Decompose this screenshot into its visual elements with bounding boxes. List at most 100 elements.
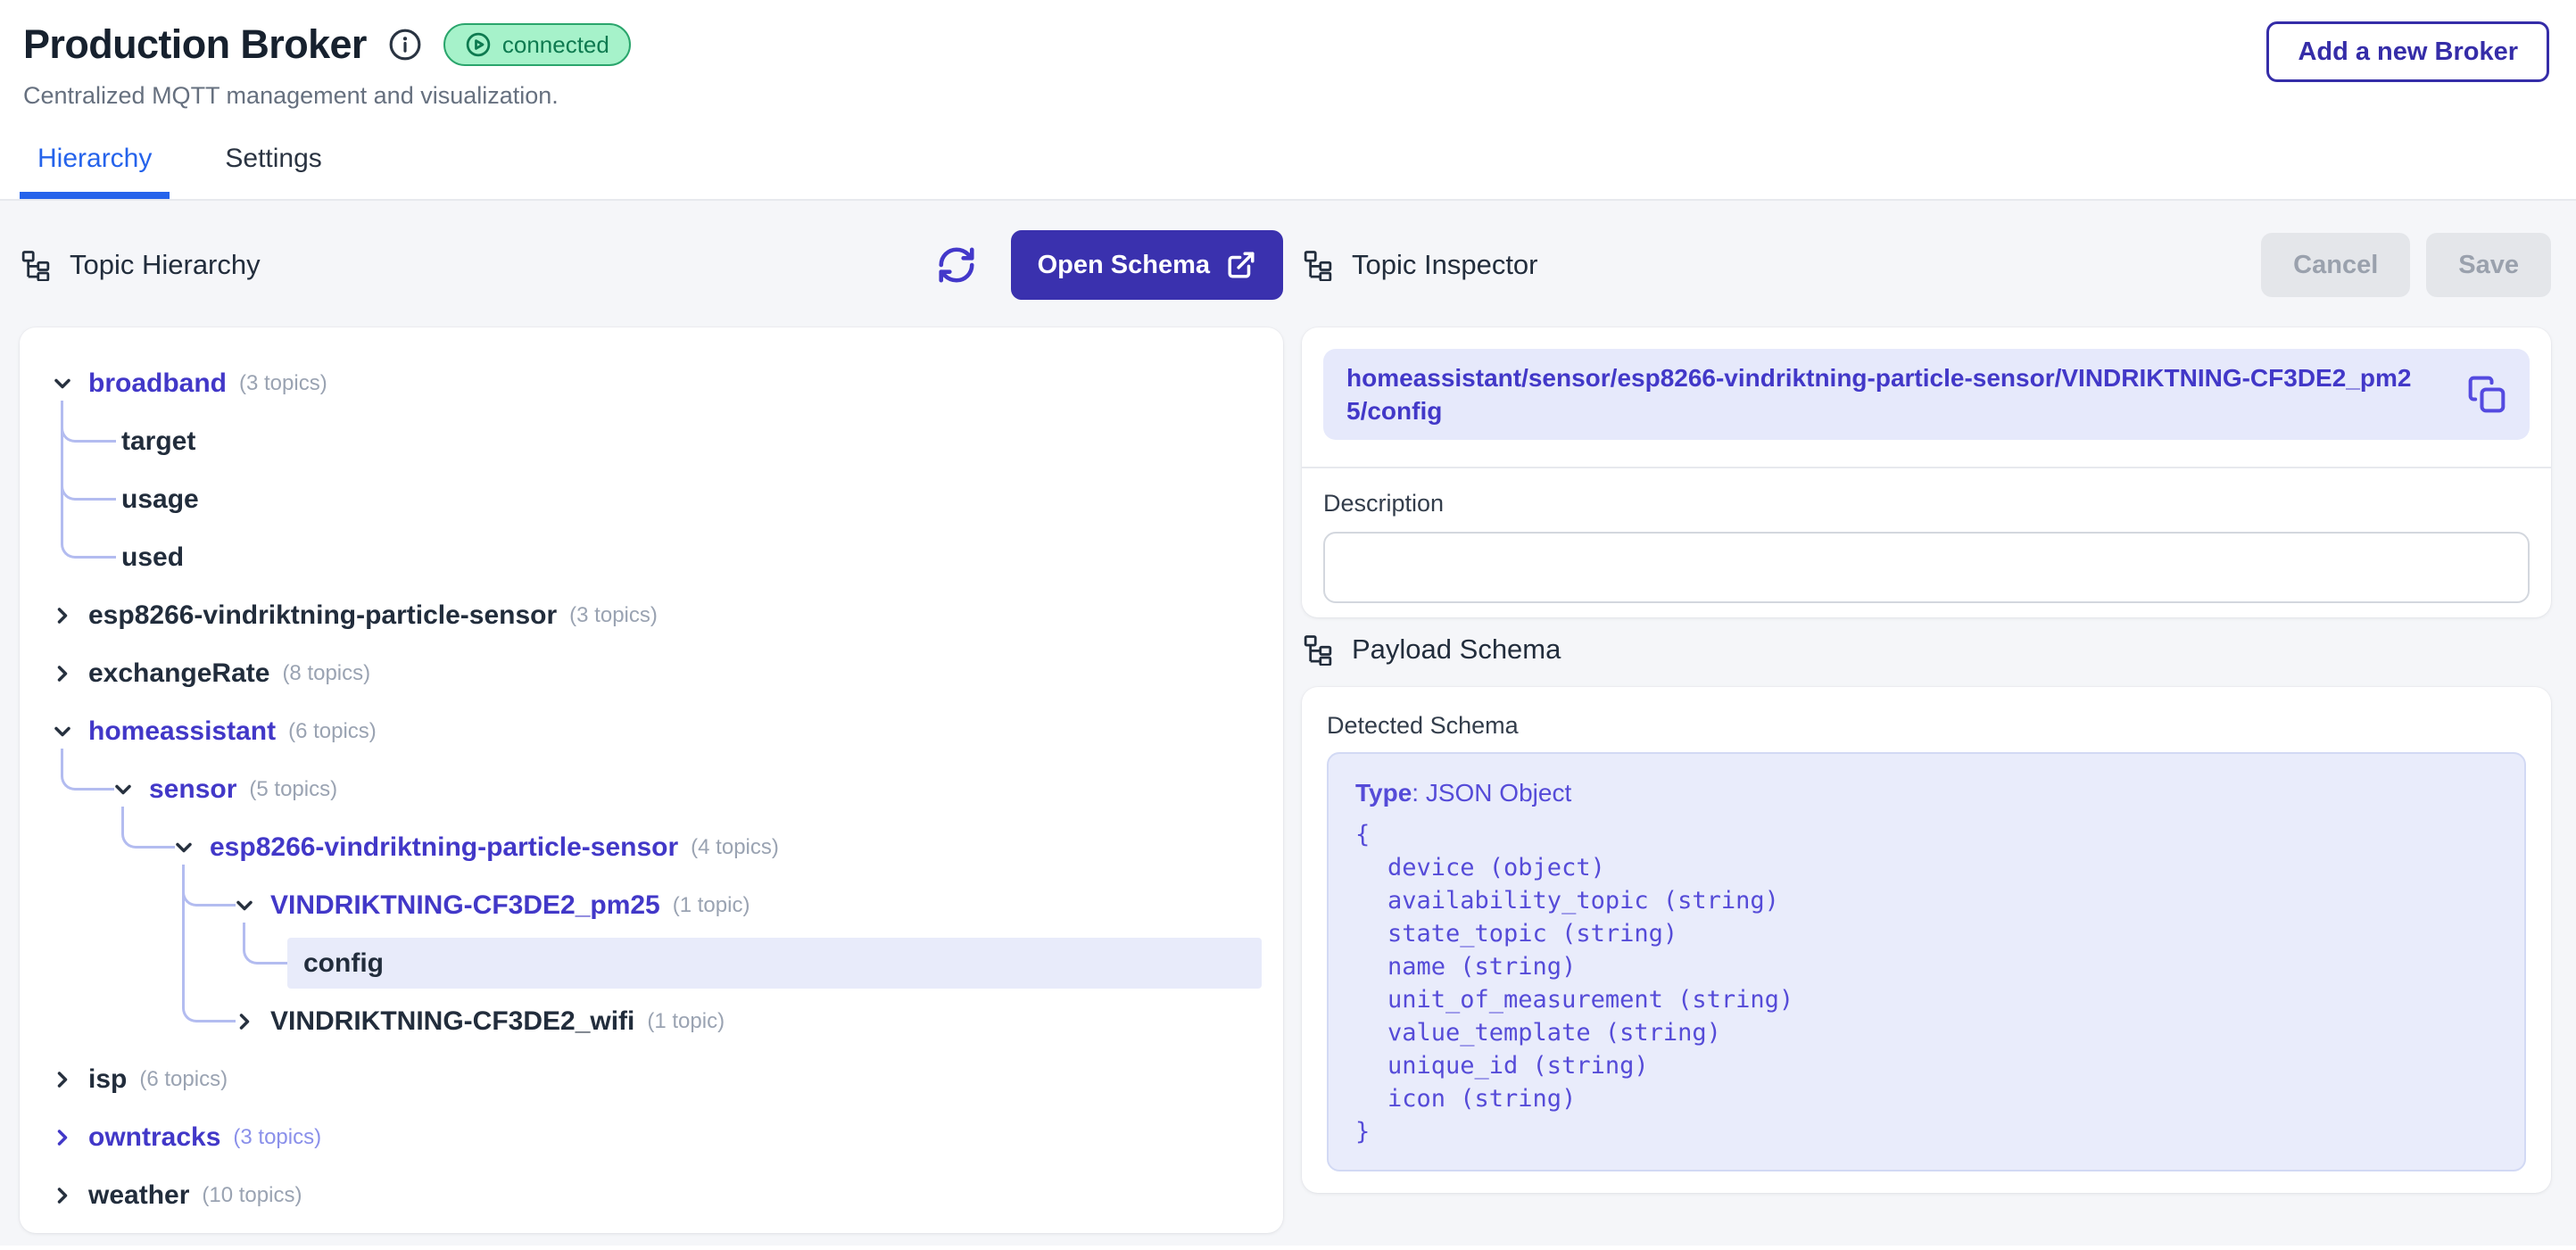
tree-node-broadband[interactable]: broadband (3 topics) — [41, 354, 1262, 412]
topic-path-box: homeassistant/sensor/esp8266-vindriktnin… — [1323, 349, 2530, 440]
schema-close-brace: } — [1355, 1118, 1371, 1146]
tree-node-usage[interactable]: usage — [41, 470, 1262, 528]
chevron-down-icon[interactable] — [50, 719, 75, 744]
tree-node-label: owntracks — [88, 1122, 221, 1152]
chevron-down-icon[interactable] — [171, 835, 196, 860]
schema-field: availability_topic (string) — [1387, 887, 1779, 915]
payload-schema-card: Detected Schema Type: JSON Object { devi… — [1302, 687, 2551, 1193]
tree-node-label: usage — [121, 484, 199, 514]
chevron-right-icon[interactable] — [232, 1009, 257, 1034]
tree-node-count: (8 topics) — [282, 660, 371, 685]
tree-node-config[interactable]: config — [41, 934, 1262, 992]
tree-node-owntracks[interactable]: owntracks (3 topics) — [41, 1108, 1262, 1166]
tree-node-label: target — [121, 426, 196, 456]
detected-schema-block: Type: JSON Object { device (object) avail… — [1327, 752, 2526, 1171]
tree-node-count: (6 topics) — [139, 1066, 228, 1091]
schema-panel-title: Payload Schema — [1352, 633, 1561, 665]
tree-icon — [21, 251, 50, 281]
tree-node-target[interactable]: target — [41, 412, 1262, 470]
topic-inspector-card: homeassistant/sensor/esp8266-vindriktnin… — [1302, 327, 2551, 617]
selected-row-highlight — [287, 938, 1262, 989]
tree-connector — [121, 807, 175, 849]
tree-node-count: (4 topics) — [691, 834, 779, 859]
schema-field: device (object) — [1387, 854, 1605, 882]
inspector-panel-header: Topic Inspector Cancel Save — [1302, 229, 2551, 301]
tree-node-count: (3 topics) — [239, 370, 327, 395]
hierarchy-panel-header: Topic Hierarchy Open Schema — [20, 229, 1283, 301]
schema-field: value_template (string) — [1387, 1019, 1721, 1047]
chevron-right-icon[interactable] — [50, 603, 75, 628]
chevron-right-icon[interactable] — [50, 1183, 75, 1208]
schema-field: unit_of_measurement (string) — [1387, 986, 1794, 1014]
tree-node-count: (3 topics) — [233, 1124, 322, 1149]
tree-node-label: esp8266-vindriktning-particle-sensor — [210, 832, 679, 862]
schema-field: unique_id (string) — [1387, 1052, 1649, 1080]
tree-node-esp8266-vindriktning-particle-sensor[interactable]: esp8266-vindriktning-particle-sensor (3 t… — [41, 586, 1262, 644]
tree-icon — [1304, 251, 1332, 281]
description-label: Description — [1323, 490, 1445, 517]
tree-connector — [182, 865, 236, 1022]
tree-node-label: config — [303, 948, 384, 978]
tree-node-VINDRIKTNING-CF3DE2_wifi[interactable]: VINDRIKTNING-CF3DE2_wifi (1 topic) — [41, 992, 1262, 1050]
tree-node-count: (1 topic) — [647, 1008, 725, 1033]
tree-icon — [1304, 635, 1332, 666]
tree-node-label: homeassistant — [88, 716, 277, 746]
copy-button[interactable] — [2467, 375, 2506, 414]
inspector-panel-title: Topic Inspector — [1352, 249, 1538, 280]
tree-node-isp[interactable]: isp (6 topics) — [41, 1050, 1262, 1108]
open-schema-button[interactable]: Open Schema — [1010, 230, 1283, 300]
tree-node-esp8266-vindriktning-particle-sensor[interactable]: esp8266-vindriktning-particle-sensor (4 t… — [41, 818, 1262, 876]
tree-node-label: sensor — [149, 774, 237, 804]
tree-node-label: isp — [88, 1064, 128, 1094]
save-button[interactable]: Save — [2426, 233, 2551, 297]
tree-node-homeassistant[interactable]: homeassistant (6 topics) — [41, 702, 1262, 760]
description-input[interactable] — [1323, 532, 2530, 603]
tree-connector — [61, 401, 116, 559]
external-link-icon — [1228, 252, 1255, 278]
schema-fields: device (object) availability_topic (strin… — [1355, 851, 2497, 1115]
schema-open-brace: { — [1355, 821, 1371, 849]
cancel-button[interactable]: Cancel — [2261, 233, 2411, 297]
info-icon[interactable] — [388, 28, 422, 62]
chevron-right-icon[interactable] — [50, 1125, 75, 1150]
tab-hierarchy[interactable]: Hierarchy — [20, 131, 170, 199]
tree-node-label: esp8266-vindriktning-particle-sensor — [88, 600, 558, 630]
chevron-down-icon[interactable] — [50, 371, 75, 396]
tree-node-weather[interactable]: weather (10 topics) — [41, 1166, 1262, 1224]
tree-node-count: (6 topics) — [288, 718, 377, 743]
add-broker-button[interactable]: Add a new Broker — [2266, 21, 2549, 82]
schema-field: name (string) — [1387, 953, 1577, 981]
refresh-button[interactable] — [936, 244, 977, 286]
chevron-down-icon[interactable] — [111, 777, 136, 802]
tree-node-exchangeRate[interactable]: exchangeRate (8 topics) — [41, 644, 1262, 702]
open-schema-label: Open Schema — [1037, 250, 1210, 279]
page-header: Production Broker connected Centralized … — [0, 0, 2576, 110]
schema-panel-header: Payload Schema — [1302, 626, 2551, 673]
topic-path: homeassistant/sensor/esp8266-vindriktnin… — [1346, 364, 2412, 425]
hierarchy-panel: Topic Hierarchy Open Schema broadband (3 … — [20, 229, 1283, 1246]
tree-node-VINDRIKTNING-CF3DE2_pm25[interactable]: VINDRIKTNING-CF3DE2_pm25 (1 topic) — [41, 876, 1262, 934]
copy-icon — [2468, 376, 2506, 413]
tree-node-label: exchangeRate — [88, 658, 270, 688]
status-badge-label: connected — [501, 30, 609, 58]
chevron-right-icon[interactable] — [50, 1067, 75, 1092]
tree-node-count: (1 topic) — [672, 892, 750, 917]
page-subtitle: Centralized MQTT management and visualiz… — [23, 82, 559, 109]
chevron-right-icon[interactable] — [50, 661, 75, 686]
schema-type-line: Type: JSON Object — [1355, 775, 2497, 811]
tree-node-label: broadband — [88, 368, 227, 398]
tab-settings[interactable]: Settings — [207, 131, 339, 199]
status-badge: connected — [443, 23, 631, 66]
play-circle-icon — [466, 32, 491, 57]
tree-node-used[interactable]: used — [41, 528, 1262, 586]
tree-node-label: VINDRIKTNING-CF3DE2_wifi — [270, 1006, 635, 1036]
tree-node-label: weather — [88, 1180, 190, 1210]
topic-tree: broadband (3 topics) target usage used esp826… — [41, 354, 1262, 1224]
tree-node-sensor[interactable]: sensor (5 topics) — [41, 760, 1262, 818]
schema-field: state_topic (string) — [1387, 920, 1678, 948]
detected-schema-label: Detected Schema — [1327, 712, 1519, 739]
tree-node-label: VINDRIKTNING-CF3DE2_pm25 — [270, 890, 660, 920]
inspector-panel: Topic Inspector Cancel Save homeassistan… — [1302, 229, 2551, 1246]
tree-connector — [243, 923, 289, 964]
chevron-down-icon[interactable] — [232, 893, 257, 918]
